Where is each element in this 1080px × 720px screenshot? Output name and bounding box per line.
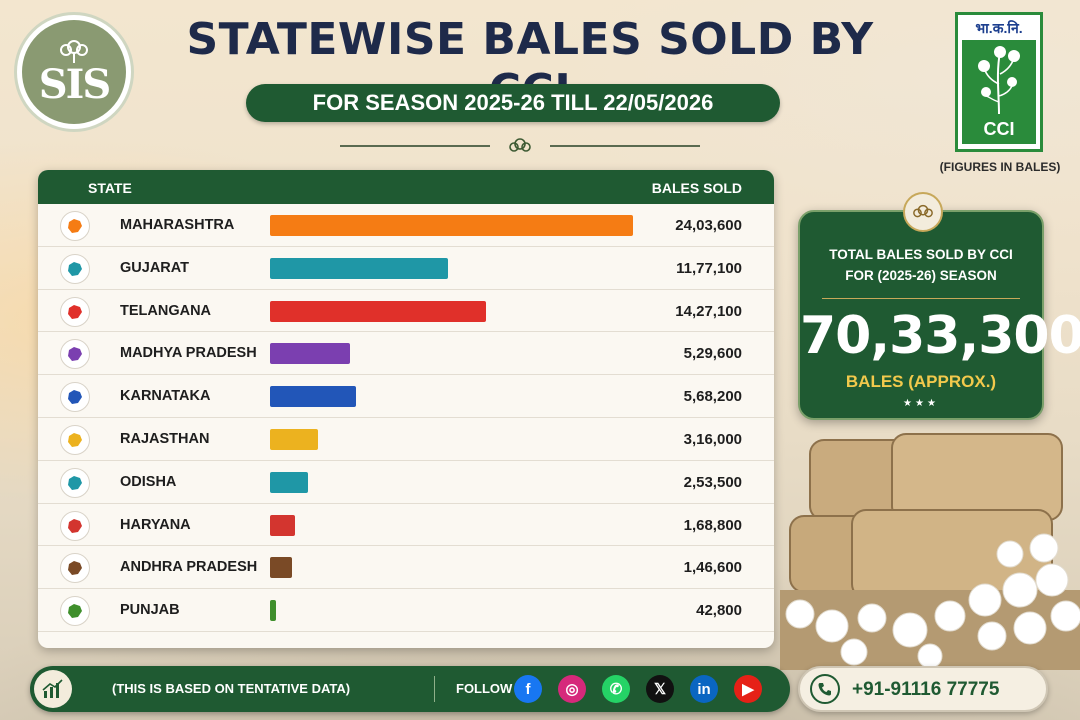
total-value: 70,33,300 xyxy=(800,306,1080,366)
state-map-icon xyxy=(60,211,90,241)
bales-value: 2,53,500 xyxy=(683,473,742,491)
linkedin-icon[interactable]: in xyxy=(690,675,718,703)
table-row: RAJASTHAN 3,16,000 xyxy=(38,418,774,461)
youtube-icon[interactable]: ▶ xyxy=(734,675,762,703)
bales-value: 11,77,100 xyxy=(676,259,742,277)
tentative-data-note: (THIS IS BASED ON TENTATIVE DATA) xyxy=(112,681,351,696)
phone-number[interactable]: +91-91116 77775 xyxy=(852,679,1000,700)
table-row: HARYANA 1,68,800 xyxy=(38,504,774,547)
cci-logo-hindi: भा.क.नि. xyxy=(975,20,1023,36)
total-unit: BALES (APPROX.) xyxy=(845,372,997,391)
total-caption-line1: TOTAL BALES SOLD BY CCI xyxy=(829,247,1013,262)
state-map-icon xyxy=(60,553,90,584)
bar-gujarat xyxy=(270,257,448,279)
page-subtitle: FOR SEASON 2025-26 TILL 22/05/2026 xyxy=(246,84,780,122)
phone-icon xyxy=(810,674,840,704)
bales-column-header: BALES SOLD xyxy=(651,180,742,196)
cotton-flower-icon xyxy=(60,40,88,63)
bar-madhya-pradesh xyxy=(270,343,350,365)
footer-bar: (THIS IS BASED ON TENTATIVE DATA) FOLLOW… xyxy=(30,666,790,712)
state-map-icon xyxy=(60,510,90,541)
cotton-bales-illustration xyxy=(780,433,1080,670)
bar-maharashtra xyxy=(270,215,633,236)
state-column-header: STATE xyxy=(88,180,132,196)
state-map-icon xyxy=(60,467,90,498)
brand-monogram: SIS xyxy=(38,61,111,108)
bar-andhra-pradesh xyxy=(270,557,293,579)
bar-odisha xyxy=(270,471,309,493)
cotton-icon xyxy=(509,138,531,152)
state-name: GUJARAT xyxy=(120,259,190,276)
state-map-icon xyxy=(60,382,90,413)
table-header: STATE BALES SOLD xyxy=(38,170,774,204)
state-map-icon xyxy=(60,596,90,627)
bales-value: 14,27,100 xyxy=(675,302,742,320)
bales-value: 42,800 xyxy=(696,602,742,620)
cci-logo: भा.क.नि. CCI xyxy=(955,12,1043,152)
bales-value: 24,03,600 xyxy=(675,217,742,234)
bar-punjab xyxy=(270,600,277,622)
title-divider xyxy=(340,136,700,156)
bales-table: STATE BALES SOLD MAHARASHTRA 24,03,600 GUJ… xyxy=(38,170,774,648)
state-map-icon xyxy=(60,253,90,284)
state-name: ANDHRA PRADESH xyxy=(120,559,258,576)
growth-chart-icon xyxy=(34,670,72,708)
state-map-icon xyxy=(60,339,90,370)
total-stars: ★★★ xyxy=(903,398,939,409)
bales-value: 1,46,600 xyxy=(683,559,742,577)
brand-logo: SIS xyxy=(14,12,134,132)
state-map-icon xyxy=(60,296,90,327)
state-name: KARNATAKA xyxy=(120,388,211,405)
total-caption-line2: FOR (2025-26) SEASON xyxy=(845,268,997,283)
whatsapp-icon[interactable]: ✆ xyxy=(602,675,630,703)
state-name: ODISHA xyxy=(120,473,177,490)
bales-value: 5,29,600 xyxy=(683,345,742,363)
table-row: TELANGANA 14,27,100 xyxy=(38,290,774,333)
bales-value: 1,68,800 xyxy=(683,516,742,534)
bales-value: 5,68,200 xyxy=(683,388,742,406)
footer-separator xyxy=(434,676,435,702)
state-name: PUNJAB xyxy=(120,602,180,619)
x-icon[interactable]: 𝕏 xyxy=(646,675,674,703)
total-caption: TOTAL BALES SOLD BY CCI FOR (2025-26) SE… xyxy=(800,244,1042,286)
table-row: ANDHRA PRADESH 1,46,600 xyxy=(38,546,774,590)
table-row: MADHYA PRADESH 5,29,600 xyxy=(38,332,774,376)
state-name: RAJASTHAN xyxy=(120,431,210,447)
total-badge xyxy=(903,192,943,232)
figures-note: (FIGURES IN BALES) xyxy=(939,160,1061,174)
state-map-icon xyxy=(60,425,90,455)
table-row: GUJARAT 11,77,100 xyxy=(38,247,774,290)
table-row: ODISHA 2,53,500 xyxy=(38,461,774,504)
bar-telangana xyxy=(270,300,486,322)
state-name: MADHYA PRADESH xyxy=(120,345,257,362)
bar-rajasthan xyxy=(270,429,318,450)
cci-logo-text: CCI xyxy=(983,119,1015,139)
total-separator xyxy=(822,298,1020,299)
state-name: HARYANA xyxy=(120,516,191,533)
cotton-icon xyxy=(913,204,933,218)
instagram-icon[interactable]: ◎ xyxy=(558,675,586,703)
state-name: MAHARASHTRA xyxy=(120,217,235,233)
phone-contact[interactable]: +91-91116 77775 xyxy=(798,666,1048,712)
cotton-plant-icon xyxy=(978,46,1020,115)
facebook-icon[interactable]: f xyxy=(514,675,542,703)
table-row: PUNJAB 42,800 xyxy=(38,589,774,632)
total-card: TOTAL BALES SOLD BY CCI FOR (2025-26) SE… xyxy=(798,192,1080,420)
table-row: KARNATAKA 5,68,200 xyxy=(38,375,774,418)
bar-karnataka xyxy=(270,386,356,408)
table-row: MAHARASHTRA 24,03,600 xyxy=(38,204,774,247)
state-name: TELANGANA xyxy=(120,302,212,319)
bales-value: 3,16,000 xyxy=(683,431,742,448)
bar-haryana xyxy=(270,514,296,536)
